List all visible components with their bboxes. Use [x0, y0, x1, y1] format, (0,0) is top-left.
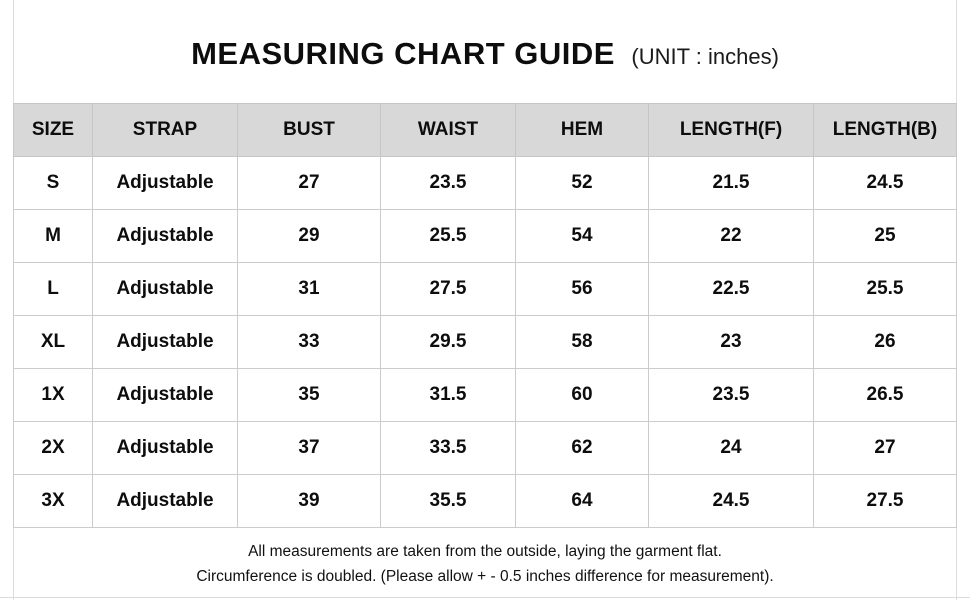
table-cell: 21.5 — [648, 156, 814, 210]
table-cell: 33 — [237, 315, 381, 369]
table-cell: 29 — [237, 209, 381, 263]
table-cell: 24 — [648, 421, 814, 475]
table-row-s: S Adjustable 27 23.5 52 21.5 24.5 — [13, 156, 957, 210]
table-cell: 22 — [648, 209, 814, 263]
column-header-waist: WAIST — [380, 103, 516, 157]
table-cell: Adjustable — [92, 421, 238, 475]
title-text: MEASURING CHART GUIDE — [191, 36, 615, 71]
table-cell: 31 — [237, 262, 381, 316]
table-cell: Adjustable — [92, 262, 238, 316]
table-cell: 39 — [237, 474, 381, 528]
table-row-xl: XL Adjustable 33 29.5 58 23 26 — [13, 315, 957, 369]
header-row: SIZE STRAP BUST WAIST HEM LENGTH(F) LENG… — [13, 103, 957, 157]
table-cell: 25.5 — [813, 262, 957, 316]
table-cell: 23.5 — [648, 368, 814, 422]
table-cell: 25.5 — [380, 209, 516, 263]
table-row-3x: 3X Adjustable 39 35.5 64 24.5 27.5 — [13, 474, 957, 528]
column-header-length-f: LENGTH(F) — [648, 103, 814, 157]
table-cell: 24.5 — [813, 156, 957, 210]
table-cell: 23 — [648, 315, 814, 369]
table-cell: XL — [13, 315, 93, 369]
table-cell: Adjustable — [92, 209, 238, 263]
table-cell: 27 — [813, 421, 957, 475]
table-cell: 54 — [515, 209, 649, 263]
table-cell: 60 — [515, 368, 649, 422]
size-chart-table: SIZE STRAP BUST WAIST HEM LENGTH(F) LENG… — [13, 103, 957, 528]
unit-label: (UNIT : inches) — [631, 44, 779, 69]
table-row-l: L Adjustable 31 27.5 56 22.5 25.5 — [13, 262, 957, 316]
table-cell: 1X — [13, 368, 93, 422]
column-header-hem: HEM — [515, 103, 649, 157]
table-row-1x: 1X Adjustable 35 31.5 60 23.5 26.5 — [13, 368, 957, 422]
table-cell: L — [13, 262, 93, 316]
right-gridline — [956, 0, 957, 600]
table-cell: Adjustable — [92, 156, 238, 210]
table-cell: 26.5 — [813, 368, 957, 422]
table-cell: 62 — [515, 421, 649, 475]
table-cell: 58 — [515, 315, 649, 369]
table-cell: 52 — [515, 156, 649, 210]
table-cell: 27.5 — [380, 262, 516, 316]
table-cell: 23.5 — [380, 156, 516, 210]
table-cell: 37 — [237, 421, 381, 475]
column-header-size: SIZE — [13, 103, 93, 157]
table-cell: 3X — [13, 474, 93, 528]
table-cell: 27.5 — [813, 474, 957, 528]
table-cell: 24.5 — [648, 474, 814, 528]
table-cell: 22.5 — [648, 262, 814, 316]
table-cell: 56 — [515, 262, 649, 316]
page-title: MEASURING CHART GUIDE (UNIT : inches) — [0, 36, 970, 72]
table-cell: 25 — [813, 209, 957, 263]
table-cell: Adjustable — [92, 368, 238, 422]
table-cell: Adjustable — [92, 474, 238, 528]
table-cell: 31.5 — [380, 368, 516, 422]
table-row-2x: 2X Adjustable 37 33.5 62 24 27 — [13, 421, 957, 475]
measurement-notes: All measurements are taken from the outs… — [0, 539, 970, 589]
note-line-1: All measurements are taken from the outs… — [248, 543, 722, 560]
table-cell: M — [13, 209, 93, 263]
table-cell: 26 — [813, 315, 957, 369]
table-cell: S — [13, 156, 93, 210]
table-cell: 35 — [237, 368, 381, 422]
table-cell: 27 — [237, 156, 381, 210]
table-cell: 2X — [13, 421, 93, 475]
table-row-m: M Adjustable 29 25.5 54 22 25 — [13, 209, 957, 263]
table-cell: 35.5 — [380, 474, 516, 528]
table-cell: 64 — [515, 474, 649, 528]
note-line-2: Circumference is doubled. (Please allow … — [196, 568, 774, 585]
bottom-gridline — [0, 597, 970, 598]
column-header-bust: BUST — [237, 103, 381, 157]
table-cell: 33.5 — [380, 421, 516, 475]
column-header-length-b: LENGTH(B) — [813, 103, 957, 157]
table-cell: Adjustable — [92, 315, 238, 369]
table-cell: 29.5 — [380, 315, 516, 369]
column-header-strap: STRAP — [92, 103, 238, 157]
